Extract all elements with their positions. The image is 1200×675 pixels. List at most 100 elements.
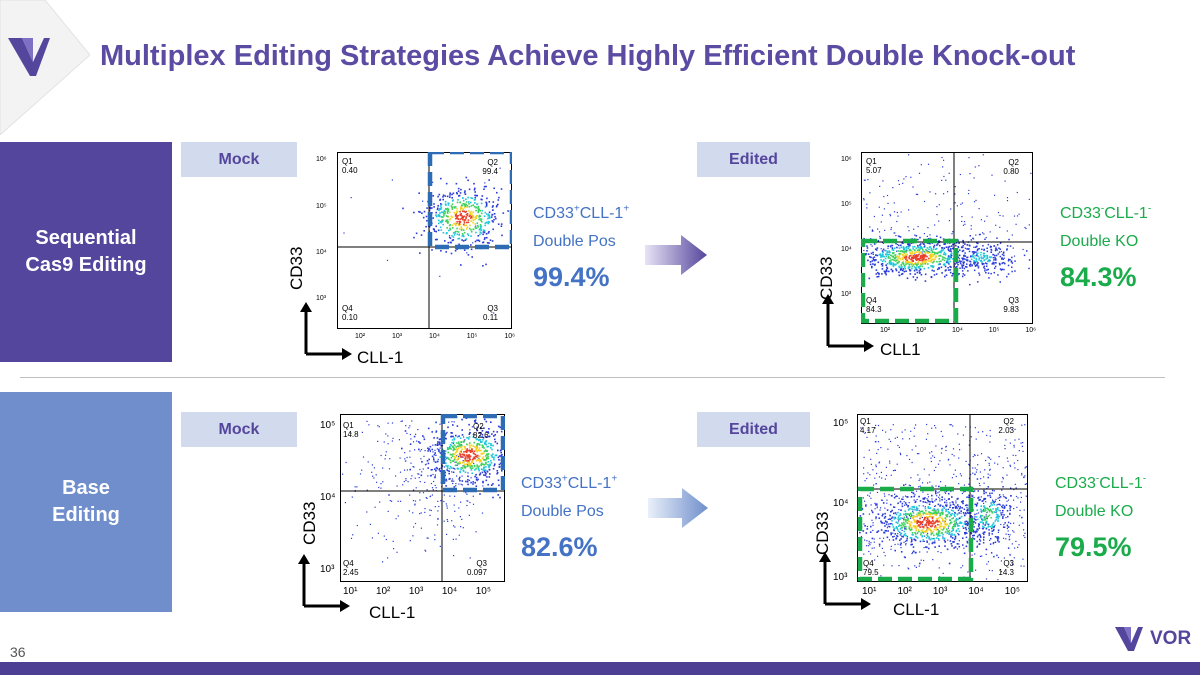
scatter-dot <box>1009 507 1011 510</box>
scatter-dot <box>473 450 476 453</box>
scatter-dot <box>466 460 468 462</box>
scatter-dot <box>980 254 982 256</box>
scatter-dot <box>1001 257 1003 259</box>
scatter-dot <box>472 445 475 447</box>
scatter-dot <box>1014 260 1016 262</box>
scatter-dot <box>437 207 439 210</box>
scatter-dot <box>497 494 499 496</box>
scatter-dot <box>444 240 446 242</box>
scatter-dot <box>1001 262 1003 265</box>
scatter-dot <box>963 552 966 555</box>
scatter-dot <box>947 249 950 252</box>
scatter-dot <box>887 245 889 247</box>
scatter-dot <box>478 218 480 221</box>
scatter-dot <box>488 428 490 430</box>
scatter-dot <box>951 501 954 503</box>
x-axis-label: CLL-1 <box>357 348 404 367</box>
scatter-dot <box>494 441 497 443</box>
scatter-dot <box>941 272 943 274</box>
scatter-dot <box>440 250 442 252</box>
scatter-dot <box>457 217 459 220</box>
scatter-dot <box>962 502 964 505</box>
scatter-dot <box>918 479 920 482</box>
scatter-dot <box>945 492 947 494</box>
scatter-dot <box>1015 223 1017 225</box>
scatter-dot <box>446 219 449 221</box>
scatter-dot <box>902 517 904 519</box>
scatter-dot <box>883 531 885 534</box>
scatter-dot <box>907 509 910 511</box>
scatter-dot <box>437 195 439 198</box>
scatter-dot <box>952 243 954 246</box>
scatter-dot <box>457 458 459 461</box>
scatter-dot <box>485 436 488 438</box>
scatter-dot <box>985 517 987 520</box>
scatter-dot <box>435 430 438 432</box>
scatter-dot <box>962 262 965 265</box>
scatter-dot <box>947 256 950 259</box>
scatter-dot <box>975 519 977 521</box>
scatter-dot <box>461 448 463 451</box>
scatter-dot <box>446 519 448 521</box>
scatter-dot <box>973 454 976 456</box>
scatter-dot <box>895 513 898 516</box>
scatter-dot <box>482 469 485 471</box>
scatter-dot <box>482 458 484 460</box>
scatter-dot <box>930 532 933 535</box>
scatter-dot <box>893 211 896 213</box>
scatter-dot <box>359 473 362 475</box>
scatter-dot <box>1023 565 1025 567</box>
scatter-dot <box>910 513 912 515</box>
scatter-dot <box>1023 476 1025 479</box>
scatter-dot <box>491 454 493 457</box>
scatter-dot <box>450 435 452 438</box>
scatter-dot <box>875 254 877 256</box>
scatter-dot <box>944 275 946 278</box>
scatter-dot <box>942 258 944 260</box>
scatter-dot <box>890 517 893 520</box>
scatter-dot <box>927 520 929 523</box>
scatter-dot <box>483 215 486 217</box>
scatter-dot <box>927 532 929 535</box>
scatter-dot <box>985 272 987 274</box>
scatter-dot <box>878 543 881 546</box>
scatter-dot <box>938 496 940 498</box>
scatter-dot <box>929 481 931 483</box>
scatter-dot <box>453 438 456 441</box>
scatter-dot <box>981 509 983 512</box>
scatter-dot <box>981 519 984 521</box>
scatter-dot <box>902 496 904 498</box>
scatter-dot <box>893 518 896 520</box>
scatter-dot <box>960 567 962 569</box>
scatter-dot <box>468 433 471 435</box>
scatter-dot <box>1015 495 1018 498</box>
scatter-dot <box>947 255 950 257</box>
scatter-dot <box>952 541 954 543</box>
scatter-dot <box>906 513 908 515</box>
scatter-dot <box>943 539 946 542</box>
scatter-dot <box>992 502 995 505</box>
scatter-dot <box>934 540 936 542</box>
scatter-dot <box>966 521 969 523</box>
scatter-dot <box>493 218 495 221</box>
scatter-dot <box>457 445 459 447</box>
scatter-dot <box>948 250 951 252</box>
scatter-dot <box>446 215 449 218</box>
scatter-dot <box>913 245 916 248</box>
scatter-dot <box>908 257 910 260</box>
scatter-dot <box>917 520 920 522</box>
scatter-dot <box>488 469 491 471</box>
scatter-dot <box>946 261 948 263</box>
scatter-dot <box>989 231 991 233</box>
scatter-dot <box>937 243 939 245</box>
scatter-dot <box>952 448 955 450</box>
scatter-dot <box>484 474 487 477</box>
scatter-dot <box>926 521 929 524</box>
scatter-dot <box>988 534 990 536</box>
scatter-dot <box>962 224 965 226</box>
scatter-dot <box>474 223 476 225</box>
scatter-dot <box>461 204 464 207</box>
scatter-dot <box>875 273 878 275</box>
scatter-dot <box>409 540 411 542</box>
scatter-dot <box>953 504 955 506</box>
